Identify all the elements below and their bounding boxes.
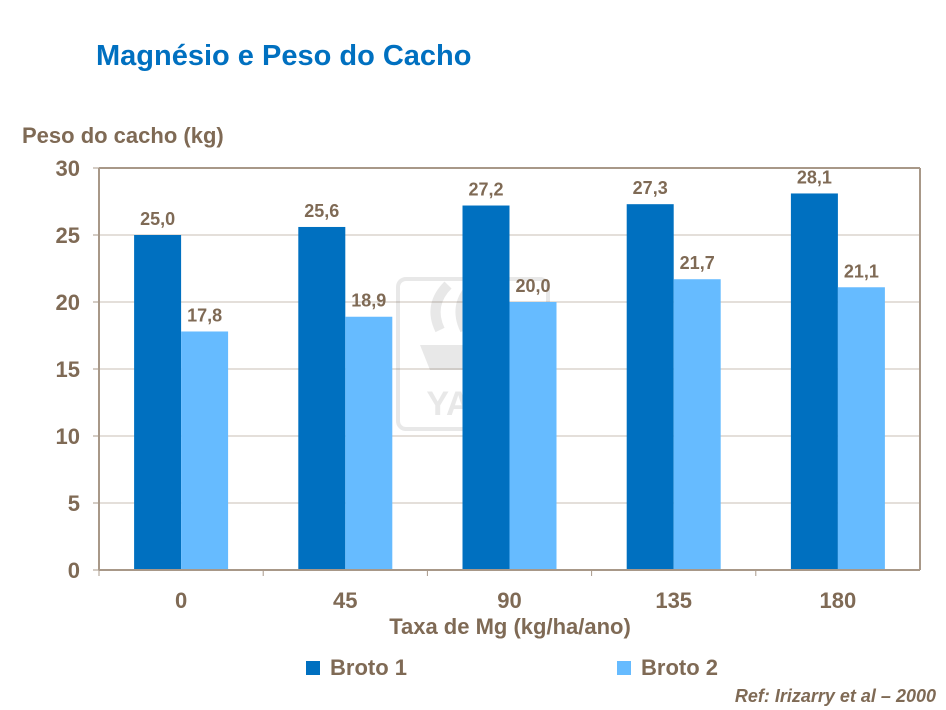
y-tick-label: 0 (68, 558, 80, 583)
bar-broto-1 (790, 193, 838, 570)
data-label: 27,3 (633, 178, 668, 198)
legend-label: Broto 1 (330, 655, 407, 680)
bar-broto-1 (626, 204, 674, 570)
x-tick-label: 135 (655, 588, 692, 613)
y-tick-label: 15 (56, 357, 80, 382)
bar-broto-2 (673, 279, 721, 570)
data-label: 20,0 (515, 276, 550, 296)
bar-broto-1 (134, 235, 182, 570)
x-axis-label: Taxa de Mg (kg/ha/ano) (389, 614, 631, 639)
legend-label: Broto 2 (641, 655, 718, 680)
bar-broto-1 (298, 226, 346, 570)
bar-broto-1 (462, 205, 510, 570)
y-axis-label: Peso do cacho (kg) (22, 123, 224, 148)
legend-swatch (617, 661, 631, 675)
legend-item-broto-1: Broto 1 (306, 655, 407, 681)
y-tick-label: 25 (56, 223, 80, 248)
chart-title: Magnésio e Peso do Cacho (96, 40, 472, 72)
x-tick-label: 0 (175, 588, 187, 613)
x-tick-label: 45 (333, 588, 357, 613)
y-tick-label: 20 (56, 290, 80, 315)
bar-broto-2 (345, 316, 393, 570)
bar-broto-2 (837, 287, 885, 570)
bar-broto-2 (181, 331, 229, 570)
data-label: 21,1 (844, 261, 879, 281)
reference-note: Ref: Irizarry et al – 2000 (734, 686, 936, 706)
data-label: 27,2 (468, 180, 503, 200)
legend-swatch (306, 661, 320, 675)
x-tick-label: 90 (497, 588, 521, 613)
x-tick-label: 180 (820, 588, 857, 613)
data-label: 25,6 (304, 201, 339, 221)
y-tick-label: 5 (68, 491, 80, 516)
data-label: 28,1 (797, 167, 832, 187)
legend-item-broto-2: Broto 2 (617, 655, 718, 681)
data-label: 18,9 (351, 291, 386, 311)
data-label: 17,8 (187, 305, 222, 325)
y-tick-label: 10 (56, 424, 80, 449)
data-label: 21,7 (680, 253, 715, 273)
bar-broto-2 (509, 302, 557, 570)
data-label: 25,0 (140, 209, 175, 229)
y-tick-label: 30 (56, 156, 80, 181)
